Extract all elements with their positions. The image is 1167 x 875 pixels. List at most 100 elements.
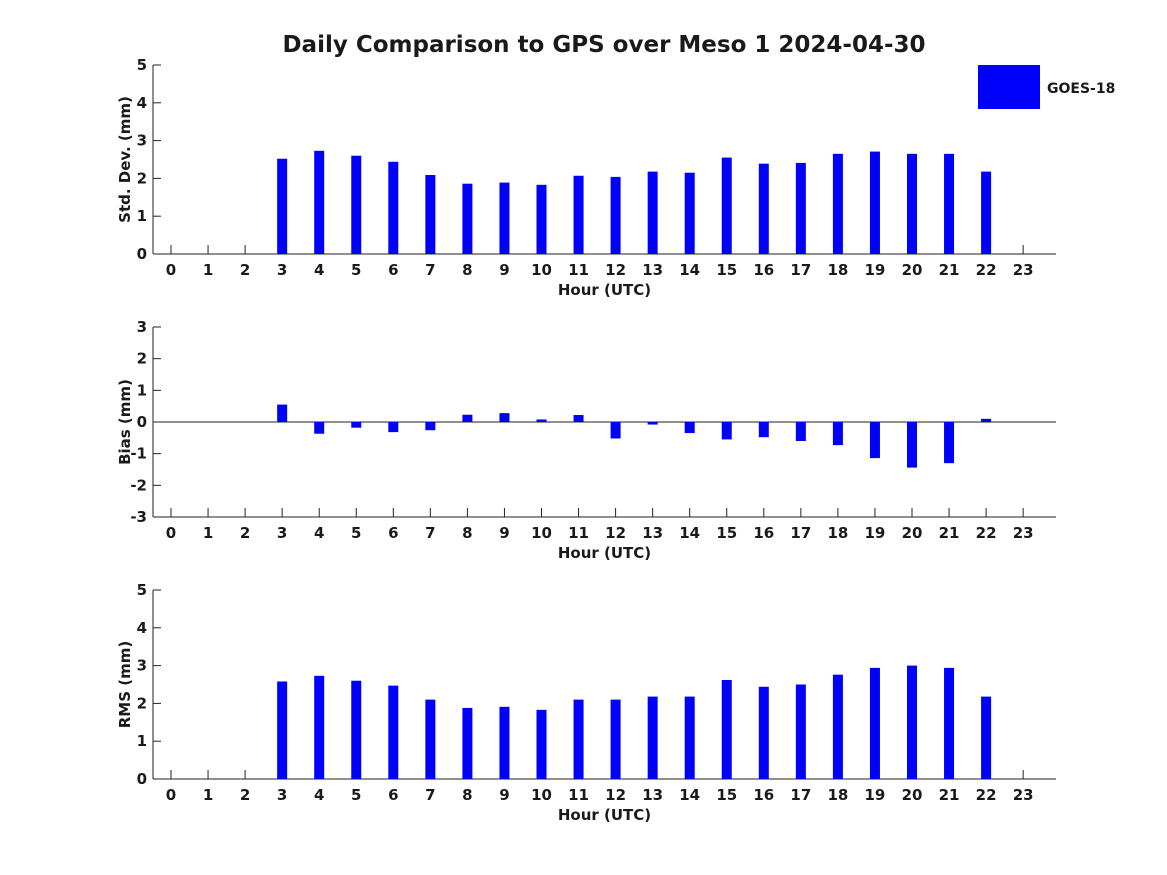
bar-hour-8 — [462, 707, 473, 779]
y-tick-label: 2 — [137, 694, 147, 712]
x-tick-label: 18 — [827, 261, 848, 279]
y-tick-label: 5 — [137, 581, 147, 599]
bar-hour-6 — [388, 422, 399, 433]
bar-hour-12 — [610, 699, 621, 779]
x-tick-label: 7 — [425, 261, 435, 279]
y-tick-label: 3 — [137, 132, 147, 150]
y-tick-label: 4 — [137, 94, 147, 112]
bar-hour-12 — [610, 176, 621, 254]
y-tick-label: -2 — [130, 476, 147, 494]
bar-hour-12 — [610, 422, 621, 439]
bar-hour-7 — [425, 699, 436, 779]
x-tick-label: 7 — [425, 524, 435, 542]
y-tick-label: 5 — [137, 56, 147, 74]
bar-hour-19 — [869, 667, 880, 779]
x-tick-label: 0 — [166, 786, 176, 804]
x-tick-label: 12 — [605, 524, 626, 542]
x-tick-label: 13 — [642, 786, 663, 804]
x-tick-label: 0 — [166, 524, 176, 542]
x-tick-label: 3 — [277, 261, 287, 279]
y-tick-label: 4 — [137, 619, 147, 637]
x-tick-label: 16 — [753, 524, 774, 542]
x-tick-label: 17 — [790, 786, 811, 804]
bar-hour-6 — [388, 685, 399, 779]
x-tick-label: 19 — [865, 261, 886, 279]
legend: GOES-18 — [978, 65, 1115, 109]
bar-hour-13 — [647, 422, 658, 425]
legend-label: GOES-18 — [1047, 81, 1115, 97]
x-tick-label: 2 — [240, 786, 250, 804]
x-tick-label: 18 — [827, 524, 848, 542]
bar-hour-6 — [388, 161, 399, 254]
bar-hour-5 — [351, 155, 362, 254]
y-tick-label: 2 — [137, 350, 147, 368]
bar-hour-20 — [907, 422, 917, 468]
x-axis-label: Hour (UTC) — [558, 544, 651, 562]
bar-hour-14 — [684, 422, 695, 434]
bar-hour-21 — [944, 422, 955, 464]
bar-hour-5 — [351, 422, 362, 428]
x-tick-label: 17 — [790, 524, 811, 542]
x-tick-label: 18 — [827, 786, 848, 804]
y-tick-label: 1 — [137, 732, 147, 750]
bar-hour-3 — [277, 158, 288, 254]
bar-hour-11 — [573, 175, 584, 254]
x-tick-label: 15 — [716, 261, 737, 279]
bar-hour-7 — [425, 174, 436, 254]
y-tick-label: 0 — [137, 770, 147, 788]
y-tick-label: 2 — [137, 169, 147, 187]
x-tick-label: 5 — [351, 786, 361, 804]
x-tick-label: 14 — [679, 524, 700, 542]
y-axis-label: Std. Dev. (mm) — [116, 96, 134, 223]
bar-hour-18 — [832, 422, 843, 446]
x-tick-label: 3 — [277, 786, 287, 804]
bar-hour-19 — [869, 422, 880, 459]
bar-hour-8 — [462, 414, 473, 422]
x-tick-label: 1 — [203, 786, 213, 804]
bar-hour-3 — [277, 404, 288, 422]
bar-hour-16 — [758, 163, 769, 254]
x-tick-label: 13 — [642, 524, 663, 542]
y-tick-label: 1 — [137, 207, 147, 225]
x-tick-label: 12 — [605, 786, 626, 804]
bar-hour-9 — [499, 182, 510, 254]
bar-hour-11 — [573, 699, 584, 779]
x-tick-label: 6 — [388, 261, 398, 279]
bar-hour-22 — [981, 696, 992, 779]
x-tick-label: 6 — [388, 786, 398, 804]
bar-hour-20 — [907, 665, 917, 779]
y-tick-label: 0 — [137, 245, 147, 263]
x-tick-label: 15 — [716, 524, 737, 542]
bar-hour-10 — [536, 419, 547, 422]
x-tick-label: 21 — [939, 786, 960, 804]
bar-hour-7 — [425, 422, 436, 431]
x-tick-label: 11 — [568, 786, 589, 804]
bar-hour-17 — [795, 162, 806, 254]
x-tick-label: 8 — [462, 524, 472, 542]
x-tick-label: 21 — [939, 261, 960, 279]
x-tick-label: 1 — [203, 524, 213, 542]
x-tick-label: 9 — [499, 786, 509, 804]
x-tick-label: 17 — [790, 261, 811, 279]
bar-hour-14 — [684, 172, 695, 254]
chart-title: Daily Comparison to GPS over Meso 1 2024… — [282, 32, 925, 58]
x-tick-label: 1 — [203, 261, 213, 279]
x-tick-label: 8 — [462, 261, 472, 279]
x-tick-label: 15 — [716, 786, 737, 804]
x-tick-label: 5 — [351, 524, 361, 542]
y-axis-label: Bias (mm) — [116, 379, 134, 465]
bar-hour-15 — [721, 157, 732, 254]
x-tick-label: 23 — [1013, 524, 1034, 542]
x-tick-label: 16 — [753, 261, 774, 279]
x-tick-label: 5 — [351, 261, 361, 279]
x-tick-label: 14 — [679, 261, 700, 279]
x-tick-label: 2 — [240, 261, 250, 279]
x-tick-label: 22 — [976, 261, 997, 279]
x-tick-label: 10 — [531, 786, 552, 804]
bar-hour-16 — [758, 686, 769, 779]
y-tick-label: -3 — [130, 508, 147, 526]
x-tick-label: 22 — [976, 786, 997, 804]
x-tick-label: 12 — [605, 261, 626, 279]
